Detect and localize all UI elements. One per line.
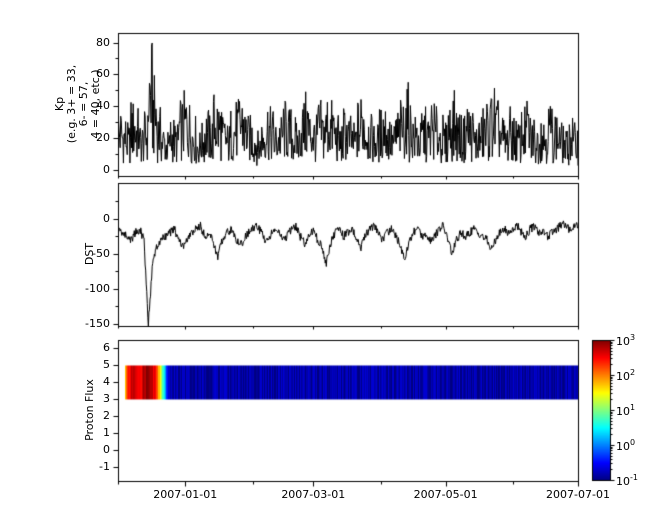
y-tick-label: 3 — [103, 392, 110, 406]
colorbar-tick-label: 102 — [616, 368, 636, 383]
y-tick-label: 4 — [103, 375, 110, 389]
y-tick-label: 20 — [96, 130, 110, 144]
y-tick-label: 0 — [103, 162, 110, 176]
x-tick-label: 2007-03-01 — [281, 488, 346, 501]
colorbar-tick-label: 101 — [616, 403, 636, 418]
colorbar-tick-label: 10-1 — [616, 473, 638, 488]
y-tick-label: 1 — [103, 426, 110, 440]
colorbar-tick-label: 103 — [616, 333, 636, 348]
y-tick-label: -1 — [99, 460, 110, 474]
x-tick-label: 2007-01-01 — [153, 488, 218, 501]
y-tick-label: 0 — [103, 211, 110, 225]
y-tick-label: -50 — [92, 246, 110, 260]
y-tick-label: 5 — [103, 358, 110, 372]
y-tick-label: -100 — [85, 281, 110, 295]
y-tick-label: 60 — [96, 67, 110, 81]
y-tick-label: 6 — [103, 341, 110, 355]
y-tick-label: 0 — [103, 443, 110, 457]
proton-flux-axis-label: Proton Flux — [83, 379, 96, 441]
y-tick-label: 80 — [96, 35, 110, 49]
y-tick-label: -150 — [85, 316, 110, 330]
colorbar-tick-label: 100 — [616, 438, 636, 453]
kp-axis-label: Kp (e.g. 3+ = 33, 6- = 57, 4 = 40, etc.) — [53, 65, 102, 143]
y-tick-label: 2 — [103, 409, 110, 423]
y-tick-label: 40 — [96, 99, 110, 113]
x-tick-label: 2007-07-01 — [546, 488, 610, 501]
x-tick-label: 2007-05-01 — [413, 488, 478, 501]
